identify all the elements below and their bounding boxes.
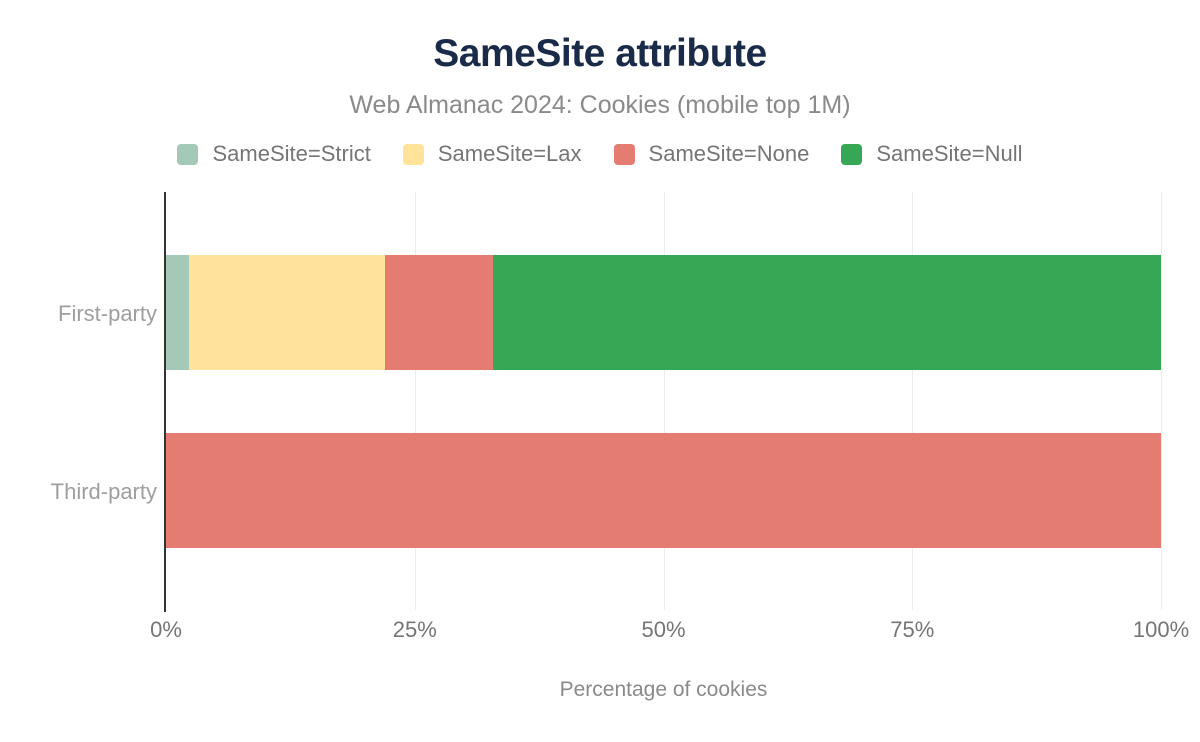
bar-third-party	[166, 433, 1161, 548]
bar-segment-samesite-strict[interactable]	[166, 255, 189, 370]
legend-swatch-lax	[402, 143, 424, 165]
legend-label-strict: SameSite=Strict	[212, 141, 371, 166]
legend-item-strict[interactable]: SameSite=Strict	[177, 141, 371, 167]
legend-item-lax[interactable]: SameSite=Lax	[402, 141, 582, 167]
category-label-third-party: Third-party	[50, 479, 157, 504]
category-label-first-party: First-party	[58, 301, 157, 326]
bar-segment-samesite-lax[interactable]	[188, 255, 385, 370]
legend-label-none: SameSite=None	[648, 141, 810, 166]
bar-segment-samesite-none[interactable]	[166, 433, 1161, 548]
x-axis-title: Percentage of cookies	[559, 678, 768, 701]
legend-swatch-null	[841, 143, 863, 165]
x-tick-label-50: 50%	[641, 617, 686, 642]
gridline-75	[912, 192, 914, 610]
plot-area	[166, 192, 1162, 610]
gridline-100	[1161, 192, 1162, 610]
legend-item-none[interactable]: SameSite=None	[613, 141, 810, 167]
x-tick-label-0: 0%	[150, 617, 182, 642]
legend-swatch-none	[613, 143, 635, 165]
chart-title: SameSite attribute	[433, 32, 767, 75]
y-axis-line	[164, 192, 166, 612]
legend: SameSite=Strict SameSite=Lax SameSite=No…	[0, 141, 1200, 167]
chart-subtitle: Web Almanac 2024: Cookies (mobile top 1M…	[349, 91, 851, 119]
x-tick-label-100: 100%	[1132, 617, 1190, 642]
legend-swatch-strict	[177, 143, 199, 165]
x-tick-label-75: 75%	[890, 617, 935, 642]
gridline-50	[663, 192, 665, 610]
x-tick-labels: 0% 25% 50% 75% 100%	[150, 617, 1189, 647]
gridline-25	[414, 192, 416, 610]
x-tick-label-25: 25%	[392, 617, 437, 642]
legend-label-lax: SameSite=Lax	[437, 141, 582, 166]
bar-segment-samesite-null[interactable]	[493, 255, 1161, 370]
bar-segment-samesite-none[interactable]	[384, 255, 494, 370]
legend-label-null: SameSite=Null	[876, 141, 1023, 166]
bar-first-party	[166, 255, 1161, 370]
legend-item-null[interactable]: SameSite=Null	[841, 141, 1023, 167]
